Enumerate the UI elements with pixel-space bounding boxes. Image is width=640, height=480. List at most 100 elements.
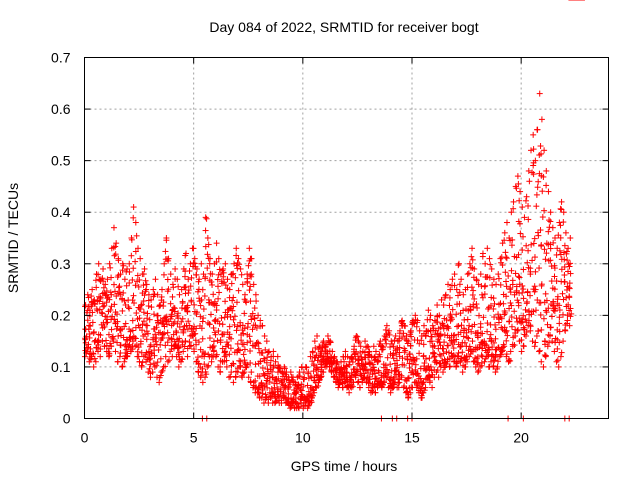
data-point [546,217,553,224]
data-point [501,343,508,350]
data-point [540,173,547,180]
data-point [457,329,464,336]
data-point [233,327,240,334]
data-point [174,276,181,283]
data-point [459,369,466,376]
data-point [551,286,558,293]
data-point [174,320,181,327]
data-point [223,363,230,370]
data-point [165,255,172,262]
data-point [226,323,233,330]
data-point [437,331,444,338]
data-point [362,361,369,368]
data-point [229,297,236,304]
data-point [231,313,238,320]
data-point [520,295,527,302]
data-point [525,247,532,254]
data-point [264,384,271,391]
data-point [518,348,525,355]
data-point [326,339,333,346]
data-point [107,264,114,271]
data-point [95,271,102,278]
data-point [89,309,96,316]
data-point [245,262,252,269]
data-point [538,282,545,289]
data-point [456,289,463,296]
data-point [455,292,462,299]
data-point [213,258,220,265]
data-point [508,242,515,249]
data-point [227,373,234,380]
data-point [541,147,548,154]
data-point [115,284,122,291]
data-point [433,369,440,376]
data-point [396,379,403,386]
data-point [567,270,574,277]
data-point [309,358,316,365]
data-point [482,260,489,267]
data-point [561,242,568,249]
data-point [460,333,467,340]
data-point [263,338,270,345]
data-point [478,291,485,298]
data-point [495,275,502,282]
data-point [237,265,244,272]
data-point [561,256,568,263]
data-point [376,341,383,348]
data-point [554,245,561,252]
data-point [562,229,569,236]
data-point [129,276,136,283]
data-point [534,184,541,191]
data-point [233,252,240,259]
data-point [180,329,187,336]
data-point [447,286,454,293]
data-point [111,288,118,295]
data-point [202,374,209,381]
data-point [136,305,143,312]
data-point [103,299,110,306]
data-point [192,330,199,337]
data-point [437,352,444,359]
data-point [167,271,174,278]
data-point [222,282,229,289]
data-point [151,352,158,359]
data-point [519,282,526,289]
data-point [558,349,565,356]
data-point [176,323,183,330]
data-point [519,247,526,254]
y-tick-label: 0.3 [51,256,71,272]
data-point [557,251,564,258]
data-point [266,379,273,386]
data-point [209,271,216,278]
data-point [185,318,192,325]
data-point [545,228,552,235]
data-point [560,249,567,256]
data-point [556,320,563,327]
data-point [401,345,408,352]
data-point [394,364,401,371]
data-point [523,329,530,336]
data-point [420,341,427,348]
data-point [524,288,531,295]
data-point [418,337,425,344]
data-point [221,348,228,355]
data-point [550,239,557,246]
data-point [471,265,478,272]
data-point [207,311,214,318]
data-point [428,333,435,340]
data-point [455,262,462,269]
data-point [197,313,204,320]
data-point [536,90,543,97]
data-point [90,363,97,370]
data-point [312,383,319,390]
data-point [557,205,564,212]
data-point [213,240,220,247]
data-point [412,312,419,319]
data-point [449,276,456,283]
data-point [99,275,106,282]
data-point [438,296,445,303]
data-point [210,324,217,331]
data-point [399,317,406,324]
data-point [234,259,241,266]
data-point [536,299,543,306]
